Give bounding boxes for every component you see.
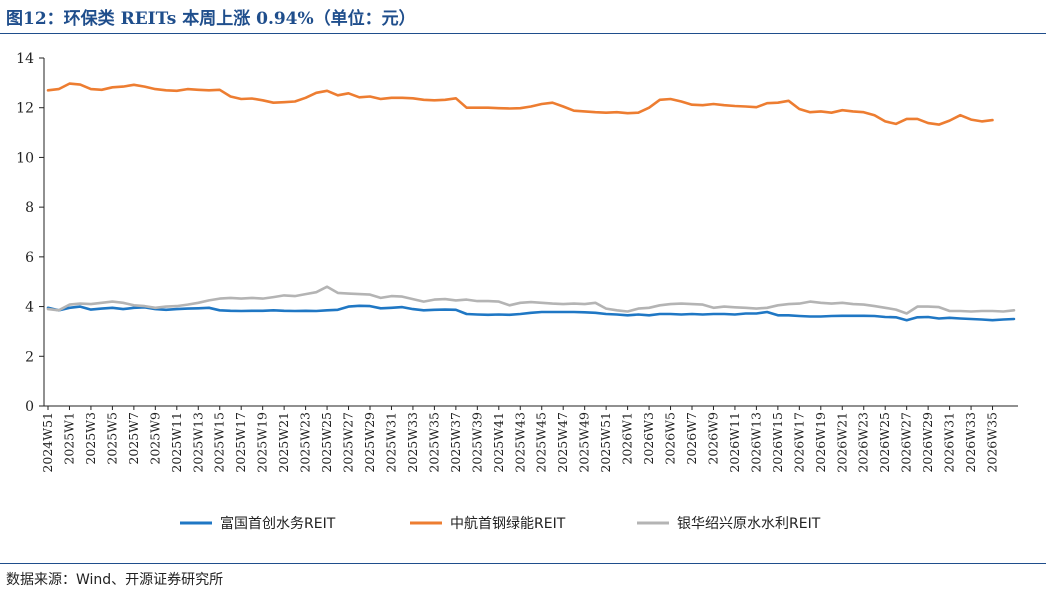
x-tick-label: 2025W13: [190, 412, 205, 473]
y-tick-label: 8: [25, 200, 34, 216]
x-tick-label: 2026W31: [942, 412, 957, 473]
x-tick-label: 2025W11: [169, 412, 184, 473]
x-tick-label: 2025W9: [147, 412, 162, 465]
x-tick-label: 2025W19: [255, 412, 270, 473]
y-tick-label: 10: [16, 150, 34, 166]
x-tick-label: 2025W15: [212, 412, 227, 473]
x-tick-label: 2026W25: [877, 412, 892, 473]
x-tick-label: 2026W5: [663, 412, 678, 465]
x-tick-label: 2025W43: [512, 412, 527, 473]
legend-label-1: 富国首创水务REIT: [220, 515, 336, 532]
y-tick-label: 0: [25, 399, 34, 415]
legend-label-2: 中航首钢绿能REIT: [450, 516, 566, 532]
legend: 富国首创水务REIT 中航首钢绿能REIT 银华绍兴原水水利REIT: [180, 515, 821, 532]
x-tick-label: 2026W19: [813, 412, 828, 473]
x-tick-label: 2025W49: [577, 412, 592, 473]
x-tick-label: 2026W35: [985, 412, 1000, 473]
y-tick-label: 4: [25, 300, 34, 316]
series-line-2: [46, 82, 994, 126]
x-tick-label: 2026W33: [963, 412, 978, 473]
x-tick-label: 2026W15: [770, 412, 785, 473]
x-tick-label: 2025W3: [83, 412, 98, 465]
series-line-3: [46, 285, 1016, 315]
x-tick-label: 2025W5: [104, 412, 119, 465]
x-tick-label: 2025W1: [61, 412, 76, 465]
data-source-note: 数据来源：Wind、开源证券研究所: [6, 572, 224, 588]
page-title: 图12：环保类 REITs 本周上涨 0.94%（单位：元）: [6, 9, 416, 29]
x-tick-label: 2025W37: [448, 412, 463, 473]
x-tick-label: 2025W31: [383, 412, 398, 473]
x-tick-label: 2026W7: [684, 412, 699, 465]
x-tick-label: 2026W11: [727, 412, 742, 473]
x-tick-label: 2025W7: [126, 412, 141, 465]
x-tick-label: 2025W41: [491, 412, 506, 473]
x-tick-label: 2026W17: [791, 412, 806, 473]
source-divider: [0, 563, 1046, 564]
x-tick-label: 2026W27: [899, 412, 914, 473]
x-tick-label: 2025W39: [469, 412, 484, 473]
legend-label-3: 银华绍兴原水水利REIT: [677, 516, 821, 532]
y-tick-label: 14: [16, 51, 34, 67]
y-tick-label: 6: [25, 250, 34, 266]
x-tick-label: 2025W17: [233, 412, 248, 473]
y-axis: 0 2 4 6 8 10 12 14: [16, 51, 45, 415]
x-tick-label: 2025W23: [298, 412, 313, 473]
y-tick-label: 2: [25, 349, 34, 365]
x-tick-label: 2025W35: [426, 412, 441, 473]
x-tick-label: 2025W51: [598, 412, 613, 473]
x-tick-label: 2025W25: [319, 412, 334, 473]
x-tick-label: 2025W45: [534, 412, 549, 473]
series-lines: [46, 82, 1016, 322]
x-tick-label: 2026W23: [856, 412, 871, 473]
x-tick-label: 2026W3: [641, 412, 656, 465]
x-axis: 2024W51 2025W1 2025W3 2025W5 2025W7 2025W9 202…: [40, 405, 1018, 473]
x-tick-label: 2026W9: [705, 412, 720, 465]
title-divider: [0, 33, 1046, 34]
x-tick-label: 2026W1: [620, 412, 635, 465]
x-tick-label: 2024W51: [40, 412, 55, 473]
x-tick-label: 2025W33: [405, 412, 420, 473]
y-tick-label: 12: [16, 101, 34, 117]
x-tick-label: 2026W29: [920, 412, 935, 473]
series-line-1: [46, 304, 1016, 322]
x-tick-label: 2025W47: [555, 412, 570, 473]
x-tick-label: 2026W13: [748, 412, 763, 473]
x-tick-label: 2025W27: [341, 412, 356, 473]
x-tick-label: 2025W29: [362, 412, 377, 473]
x-tick-label: 2026W21: [834, 412, 849, 473]
x-tick-label: 2025W21: [276, 412, 291, 473]
